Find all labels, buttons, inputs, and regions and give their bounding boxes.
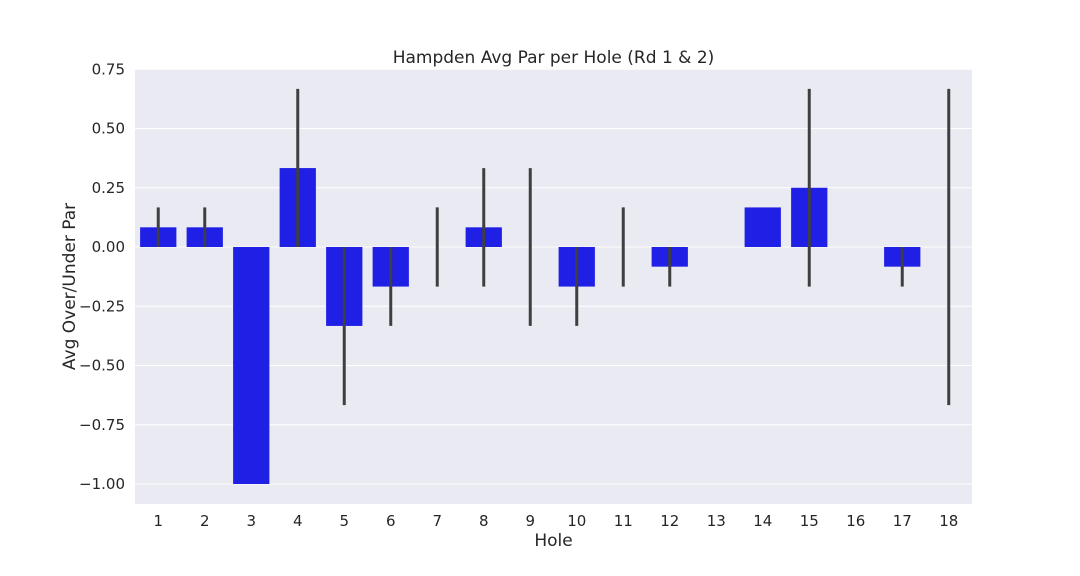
y-tick-label: 0.00 <box>92 238 125 256</box>
y-axis-label: Avg Over/Under Par <box>60 203 80 370</box>
y-tick-label: −0.25 <box>79 297 125 315</box>
x-axis-ticks: 1 2 3 4 5 6 7 8 9 10 11 12 13 14 15 16 17 18 <box>153 512 958 530</box>
y-tick-label: −1.00 <box>79 475 125 493</box>
x-tick-label: 12 <box>660 512 679 530</box>
y-tick-label: −0.50 <box>79 357 125 375</box>
x-tick-label: 15 <box>800 512 819 530</box>
x-tick-label: 18 <box>939 512 958 530</box>
plot-background <box>135 69 972 504</box>
y-tick-label: 0.75 <box>92 60 125 78</box>
x-tick-label: 5 <box>339 512 349 530</box>
x-tick-label: 6 <box>386 512 396 530</box>
y-axis-ticks: 0.75 0.50 0.25 0.00 −0.25 −0.50 −0.75 −1.00 <box>79 60 125 493</box>
error-bars <box>156 88 951 406</box>
x-tick-label: 2 <box>200 512 210 530</box>
y-tick-label: 0.50 <box>92 120 125 138</box>
chart-title: Hampden Avg Par per Hole (Rd 1 & 2) <box>393 48 715 68</box>
y-tick-label: 0.25 <box>92 179 125 197</box>
x-tick-label: 16 <box>846 512 865 530</box>
x-tick-label: 8 <box>479 512 489 530</box>
x-tick-label: 13 <box>707 512 726 530</box>
gridlines <box>135 68 972 485</box>
x-tick-label: 7 <box>432 512 442 530</box>
bar-hole-3 <box>233 247 270 484</box>
x-tick-label: 3 <box>246 512 256 530</box>
x-tick-label: 4 <box>293 512 303 530</box>
x-tick-label: 17 <box>893 512 912 530</box>
x-axis-label: Hole <box>534 531 572 551</box>
y-tick-label: −0.75 <box>79 416 125 434</box>
x-tick-label: 11 <box>614 512 633 530</box>
x-tick-label: 9 <box>525 512 535 530</box>
x-tick-label: 10 <box>567 512 586 530</box>
bar-hole-14 <box>744 207 781 247</box>
x-tick-label: 14 <box>753 512 772 530</box>
x-tick-label: 1 <box>153 512 163 530</box>
